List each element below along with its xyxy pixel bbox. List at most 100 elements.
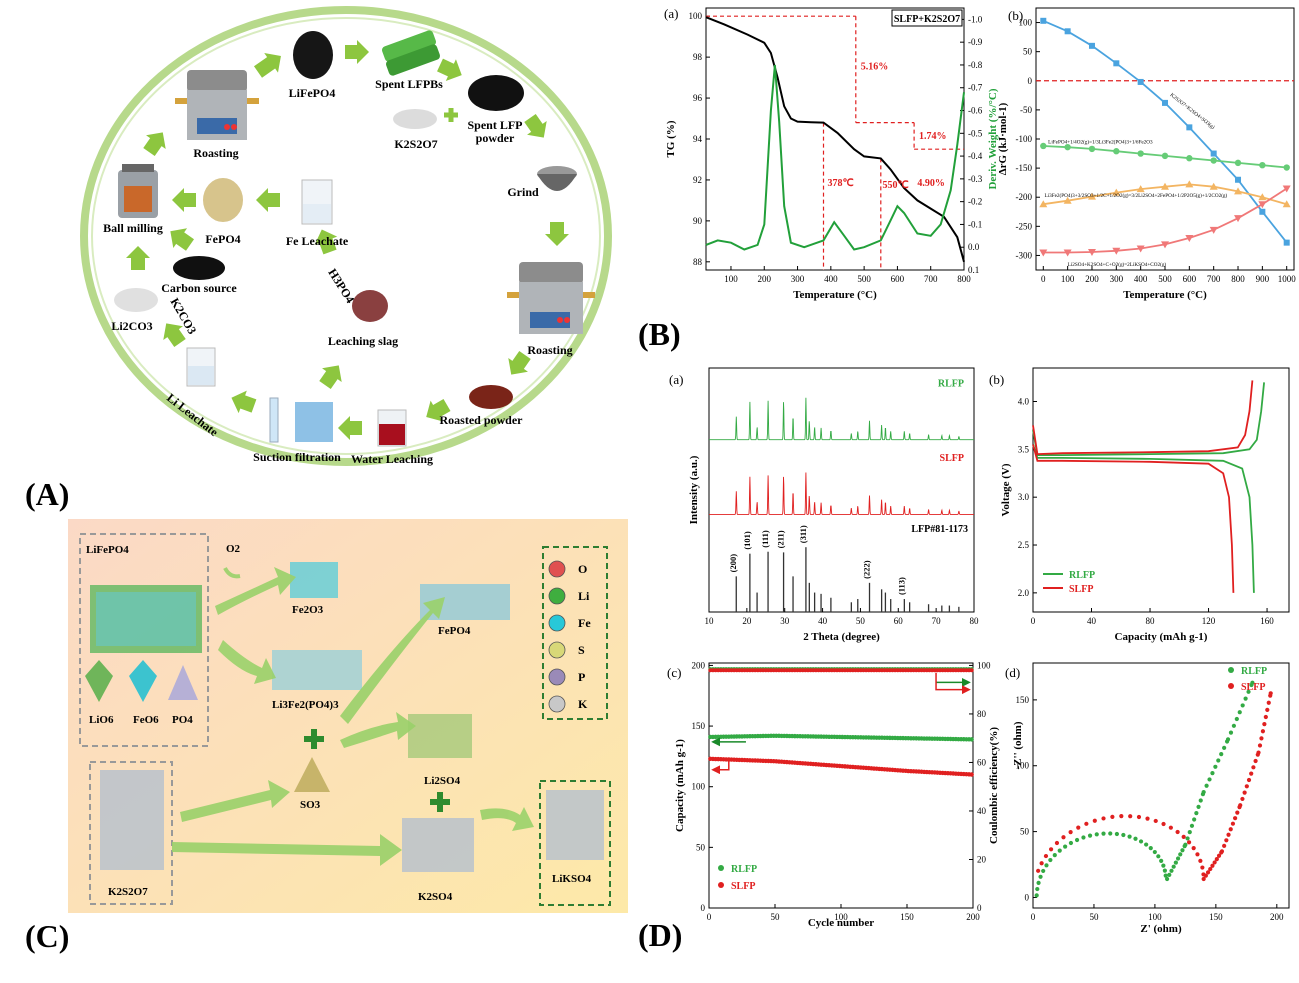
eis-xtick-label: 100 (1148, 912, 1162, 922)
eis-point (1230, 821, 1236, 826)
xrd-hkl-label: (222) (862, 560, 872, 579)
gibbs-point (1063, 249, 1072, 257)
eis-point (1043, 853, 1049, 859)
eis-legend-label-1: SLFP (1241, 682, 1265, 693)
xrd-xlabel: 2 Theta (degree) (803, 631, 880, 643)
legend-atom-k (548, 695, 566, 713)
eis-point (1210, 771, 1215, 776)
eis-point (1224, 838, 1229, 843)
volt-ytick-label: 4.0 (1018, 396, 1030, 406)
eis-point (1034, 893, 1039, 898)
label-k2so4: K2SO4 (418, 891, 453, 903)
eis-point (1246, 777, 1252, 783)
eis-point (1191, 846, 1196, 851)
cyc-ytick-label: 200 (692, 660, 706, 670)
mechanism-plus-signs (304, 729, 450, 812)
tg-title: SLFP+K2S2O7 (894, 14, 960, 25)
gibbs-point (1282, 185, 1291, 193)
eis-point (1198, 798, 1203, 803)
eis-point (1052, 853, 1057, 858)
gibbs-point (1186, 124, 1193, 131)
legend-label-p: P (578, 670, 585, 684)
eis-point (1225, 737, 1231, 742)
eis-point (1110, 814, 1115, 820)
label-leaching-slag: Leaching slag (328, 334, 398, 348)
gibbs-point (1209, 226, 1218, 234)
cyc-ytick-label: 50 (696, 842, 706, 852)
eis-point (1203, 873, 1208, 878)
volt-legend-label-1: SLFP (1069, 584, 1093, 595)
beaker-li-icon (186, 347, 216, 387)
eis-point (1265, 707, 1270, 712)
tg-ytick-label: 90 (693, 216, 703, 226)
dtg-ytick-label: -0.9 (968, 37, 983, 47)
tg-series-1 (705, 64, 965, 251)
cyc-legend-label-1: SLFP (731, 881, 755, 892)
eis-point (1178, 852, 1183, 857)
li3fe2po43-structure (272, 650, 362, 690)
eis-point (1044, 863, 1049, 868)
eis-point (1257, 743, 1263, 748)
label-spent-lfpbs: Spent LFPBs (375, 77, 443, 91)
volt-discharge-0 (1032, 444, 1255, 593)
gibbs-point (1259, 208, 1266, 215)
gibbs-ytick-label: -150 (1016, 163, 1033, 173)
eis-point (1136, 814, 1142, 820)
chart-voltage: 0 40 80 120 160 2.0 2.5 3.0 3.5 4.0 RLFP SLFP (b) Cap… (989, 367, 1290, 643)
eis-point (1068, 830, 1073, 835)
mechanism-arrows (172, 567, 534, 866)
beaker-fe-icon (301, 179, 333, 225)
k2so4-structure (402, 818, 474, 872)
eis-point (1168, 825, 1173, 830)
eis-xtick-label: 150 (1209, 912, 1223, 922)
label-k2s2o7-structure: K2S2O7 (108, 886, 148, 898)
volt-ytick-label: 3.5 (1018, 444, 1030, 454)
cyc-legend-marker-1 (718, 882, 724, 888)
tg-title-box (891, 9, 963, 27)
eis-xtick-label: 50 (1089, 912, 1099, 922)
chart-gibbs: 0 100 200 300 400 500 600 700 800 900 1000100500-5… (997, 7, 1296, 301)
gibbs-point (1161, 182, 1169, 190)
eis-point (1048, 857, 1053, 863)
cyc-legend-label-0: RLFP (731, 864, 757, 875)
likso4-structure (546, 790, 604, 860)
eis-legend-label-0: RLFP (1241, 666, 1267, 677)
volt-ytick-label: 2.5 (1018, 540, 1030, 550)
gibbs-point (1185, 234, 1194, 242)
label-likso4: LiKSO4 (552, 873, 592, 885)
volt-xtick-label: 160 (1260, 616, 1274, 626)
white-powder-icon (393, 109, 437, 129)
eis-frame (1032, 662, 1290, 909)
eis-point (1186, 840, 1192, 845)
gibbs-point (1282, 200, 1291, 208)
cyc-arrow-slfp (711, 758, 730, 775)
eis-point (1161, 821, 1166, 827)
tg-ylabel: TG (%) (665, 120, 677, 157)
gibbs-series-0 (1042, 19, 1288, 244)
xrd-hkl-label: (211) (776, 530, 786, 548)
eis-point (1246, 689, 1251, 694)
tg-xtick-label: 500 (857, 274, 871, 284)
eis-point (1194, 811, 1199, 816)
tg-xtick-label: 700 (924, 274, 938, 284)
eis-point (1048, 847, 1054, 852)
cyc-xtick-label: 200 (966, 912, 980, 922)
eis-point (1222, 843, 1227, 848)
cyc-eff-ytick-label: 0 (977, 903, 982, 913)
eis-ytick-label: 100 (1016, 761, 1030, 771)
xrd-panel-letter: (a) (669, 372, 683, 387)
furnace-icon (175, 70, 259, 140)
dtg-ytick-label: -0.1 (968, 219, 982, 229)
gibbs-ytick-label: 0 (1028, 76, 1033, 86)
gibbs-ytick-label: -300 (1016, 250, 1033, 260)
label-roasting-left: Roasting (193, 146, 238, 160)
xrd-series-0 (709, 397, 974, 441)
eis-point (1263, 714, 1268, 720)
cyc-xtick-label: 0 (707, 912, 712, 922)
eis-point (1167, 872, 1172, 878)
tg-y2label: Deriv. Weight (%/°C) (987, 88, 999, 189)
fepo4-powder-icon (203, 178, 243, 222)
eis-point (1216, 758, 1221, 763)
eis-ytick-label: 150 (1016, 695, 1030, 705)
dtg-ytick-label: 0.0 (968, 242, 980, 252)
